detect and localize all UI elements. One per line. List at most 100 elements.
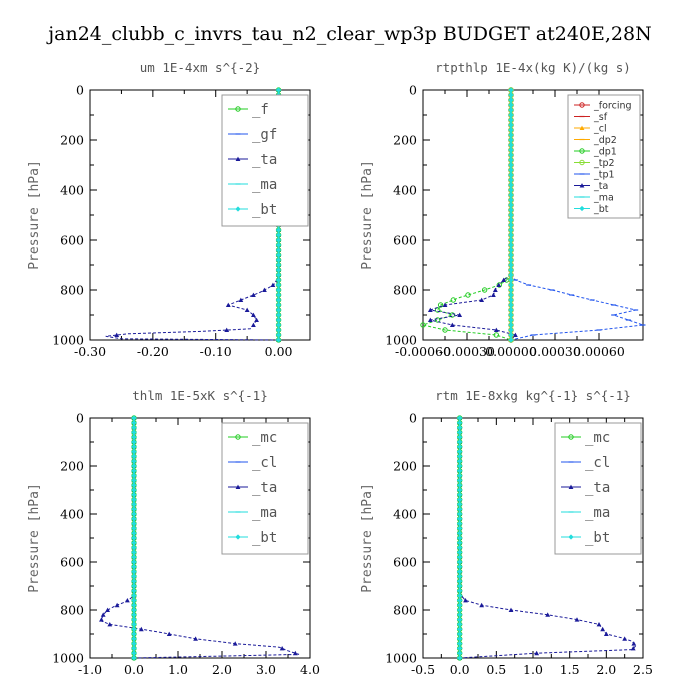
y-tick-label: 800 [393, 283, 417, 298]
data-point [513, 332, 518, 337]
data-point [457, 473, 463, 479]
data-point [275, 227, 282, 233]
data-point [131, 583, 137, 589]
data-point [457, 650, 463, 656]
data-point [275, 322, 282, 328]
y-tick-label: 400 [60, 183, 84, 198]
legend-label: _dp1 [593, 147, 617, 158]
data-point [457, 641, 463, 647]
series-path [421, 90, 512, 341]
legend: _mc _cl _ta _ma _bt [221, 422, 309, 555]
data-point [508, 332, 514, 338]
data-point [131, 501, 137, 507]
legend-swatch-marker [235, 534, 241, 540]
y-axis-label: Pressure [hPa] [360, 483, 375, 593]
data-point [508, 157, 514, 163]
y-axis-label: Pressure [hPa] [27, 483, 42, 593]
legend-swatch-marker [235, 206, 241, 212]
x-tick-label: 3.0 [256, 662, 276, 677]
data-point [508, 212, 514, 218]
data-point [275, 272, 282, 278]
x-tick-label: -0.00060 [395, 344, 451, 359]
legend: _forcing_sf_cl_dp2_dp1_tp2_tp1_ta_ma_bt [567, 94, 641, 219]
data-point [457, 578, 463, 584]
data-point [496, 282, 502, 288]
x-tick-label: 1.0 [168, 662, 188, 677]
y-tick-label: 0 [76, 83, 84, 98]
data-point [508, 277, 514, 283]
legend-swatch-marker [579, 125, 585, 130]
x-tick-label: -1.0 [78, 662, 102, 677]
legend-item-mc: _mc [561, 430, 610, 446]
data-point [131, 434, 137, 440]
data-point [131, 559, 137, 565]
legend-swatch-marker [579, 205, 585, 212]
data-point [131, 631, 137, 637]
data-point [434, 317, 441, 323]
data-point [508, 107, 514, 113]
data-point [508, 122, 514, 128]
panel-thlm-budget: thlm 1E-5xK s^{-1} Pressure [hPa] 0 200 400 6… [27, 388, 320, 677]
data-point [508, 132, 514, 138]
legend-label: _sf [593, 112, 608, 123]
data-point [508, 177, 514, 183]
data-point [279, 646, 285, 651]
legend-item-bt: _bt [228, 530, 277, 546]
data-point [508, 137, 514, 143]
data-point [508, 252, 514, 258]
data-point [508, 117, 514, 123]
data-point [508, 247, 514, 253]
data-point [193, 636, 198, 641]
y-tick-label: 800 [60, 283, 84, 298]
data-point [131, 636, 137, 642]
data-point [457, 439, 463, 445]
legend-swatch-marker [568, 434, 574, 440]
data-point [457, 429, 463, 435]
x-tick-label: 2.5 [633, 662, 653, 677]
data-point [457, 516, 463, 522]
data-point [508, 292, 514, 298]
x-tick-label: -0.10 [200, 344, 232, 359]
data-point [457, 621, 463, 627]
legend-swatch-marker [235, 484, 241, 489]
legend-label: _forcing [593, 101, 632, 112]
x-tick-label: 0.5 [486, 662, 506, 677]
data-point [457, 564, 463, 570]
data-point [457, 458, 463, 464]
data-point [457, 477, 463, 483]
data-point [508, 112, 514, 118]
legend-item-ma: _ma [574, 193, 614, 204]
data-point [457, 569, 463, 575]
legend-label: _ta [585, 480, 610, 496]
data-point [508, 172, 514, 178]
legend-swatch-marker [235, 434, 241, 440]
data-point [449, 322, 455, 327]
data-point [442, 327, 448, 333]
legend-label: _gf [252, 127, 277, 143]
data-point [457, 597, 463, 603]
data-point [457, 549, 463, 555]
data-point [131, 458, 137, 464]
data-point [545, 612, 551, 617]
data-point [114, 602, 120, 608]
y-tick-label: 1000 [52, 651, 84, 666]
legend-label: _bt [252, 202, 277, 218]
legend-item-cl: _cl [561, 455, 610, 471]
legend-item-ma: _ma [228, 505, 277, 521]
series-bt-line [457, 415, 463, 661]
data-point [457, 631, 463, 637]
y-tick-label: 0 [409, 411, 417, 426]
data-point [508, 217, 514, 223]
data-point [457, 617, 463, 623]
data-point [457, 482, 463, 488]
legend-swatch-marker [579, 183, 585, 188]
legend-label: _mc [252, 430, 277, 446]
data-point [131, 453, 137, 459]
data-point [131, 429, 137, 435]
data-point [508, 102, 514, 108]
data-point [508, 167, 514, 173]
legend-label: _bt [585, 530, 610, 546]
data-point [254, 317, 259, 322]
data-point [275, 312, 282, 318]
